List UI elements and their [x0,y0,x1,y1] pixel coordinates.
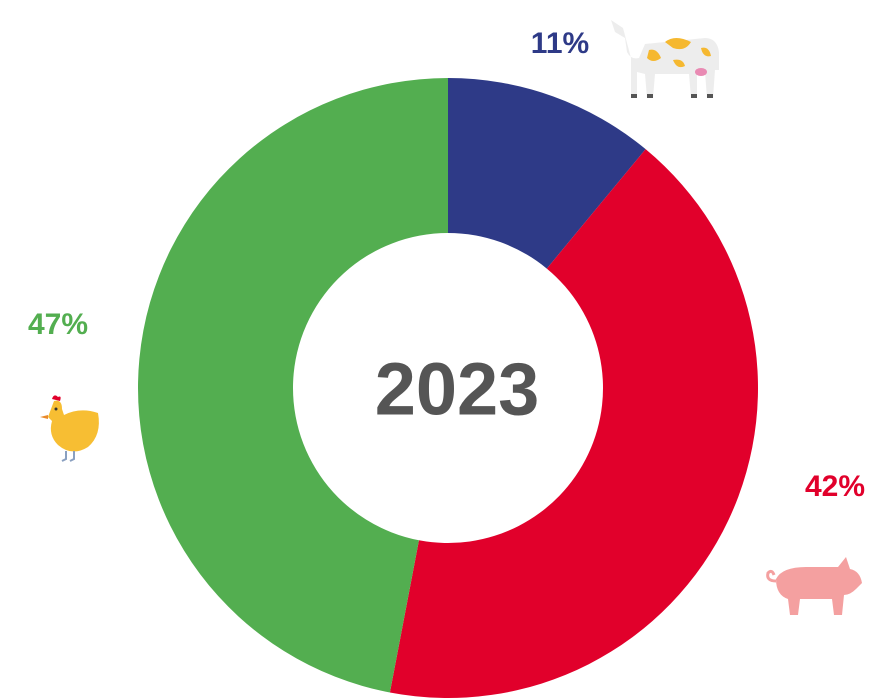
center-label: 2023 [375,348,540,431]
donut-slice [138,78,448,693]
value-label: 42% [805,470,865,503]
value-label: 47% [28,308,88,341]
cow-icon [611,20,719,98]
donut-slice [389,149,759,699]
slices [138,78,759,699]
pig-icon [766,557,862,615]
donut-slice [448,78,646,269]
chicken-icon [40,395,99,462]
value-label: 11% [531,27,589,60]
